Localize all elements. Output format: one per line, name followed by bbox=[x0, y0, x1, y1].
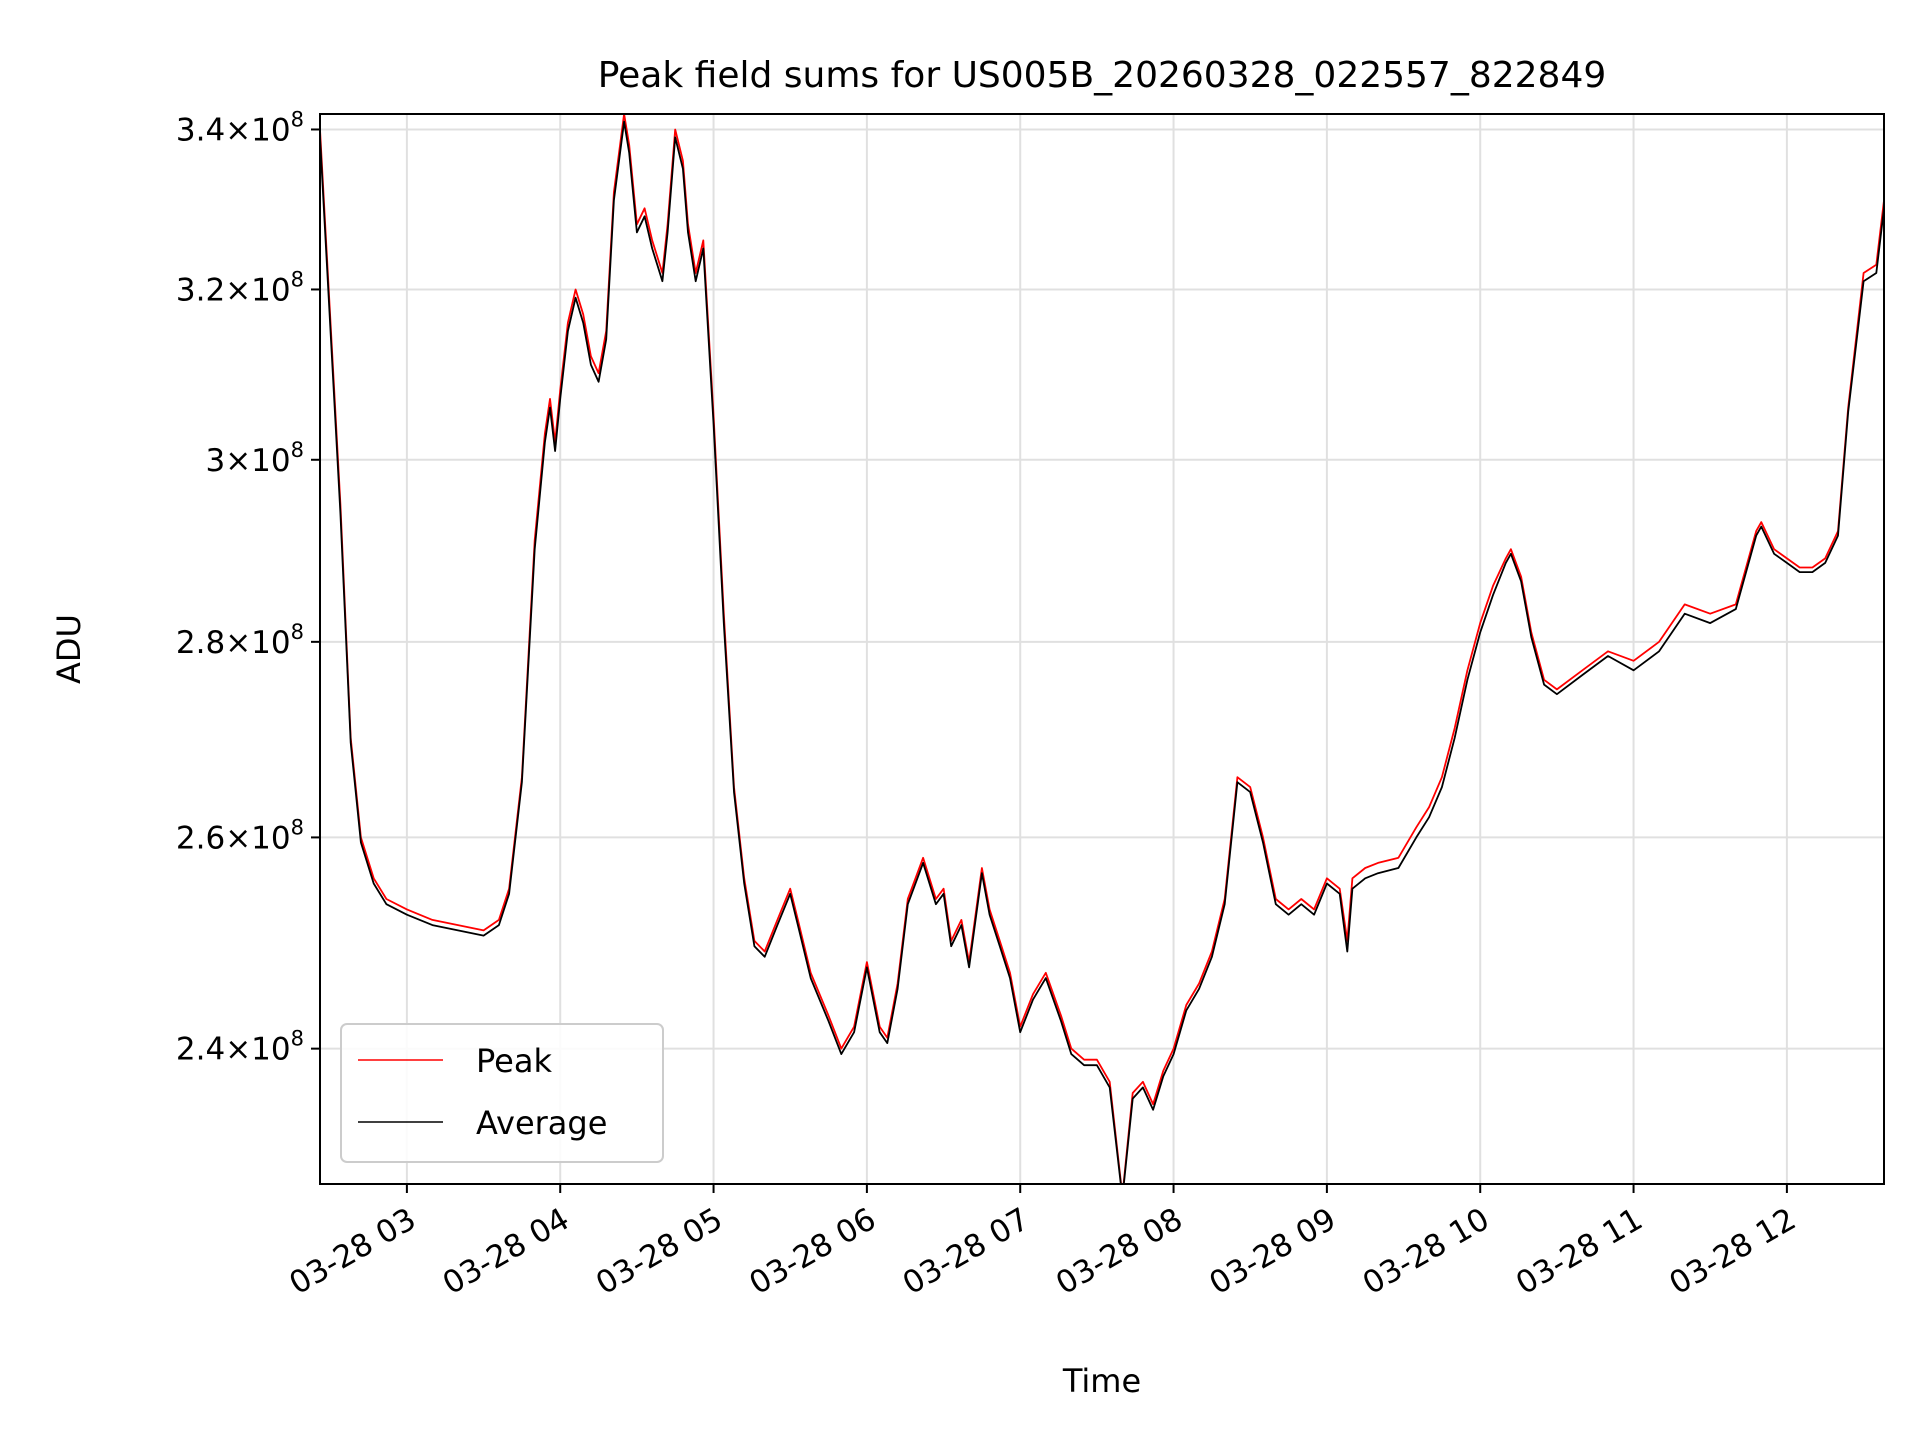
grid bbox=[320, 114, 1884, 1184]
y-tick-label: 2.8×108 bbox=[176, 620, 304, 661]
legend-label-average: Average bbox=[476, 1104, 607, 1142]
y-tick-label: 3.4×108 bbox=[176, 107, 304, 148]
legend: Peak Average bbox=[340, 1023, 664, 1163]
y-tick-label: 2.4×108 bbox=[176, 1027, 304, 1068]
legend-label-peak: Peak bbox=[476, 1042, 552, 1080]
x-axis-label: Time bbox=[1062, 1362, 1141, 1400]
y-tick-label: 3×108 bbox=[205, 438, 304, 479]
y-axis-label: ADU bbox=[50, 614, 88, 684]
plot-area bbox=[320, 114, 1884, 1184]
legend-box bbox=[340, 1023, 664, 1163]
plot-frame bbox=[319, 113, 1885, 1185]
chart-title: Peak field sums for US005B_20260328_0225… bbox=[598, 55, 1607, 96]
series-line-average bbox=[320, 120, 1884, 1184]
y-tick-label: 2.6×108 bbox=[176, 815, 304, 856]
y-tick-label: 3.2×108 bbox=[176, 267, 304, 308]
y-axis: 2.4×108 2.6×108 2.8×108 3×108 3.2×108 3.4×108 bbox=[176, 107, 320, 1068]
